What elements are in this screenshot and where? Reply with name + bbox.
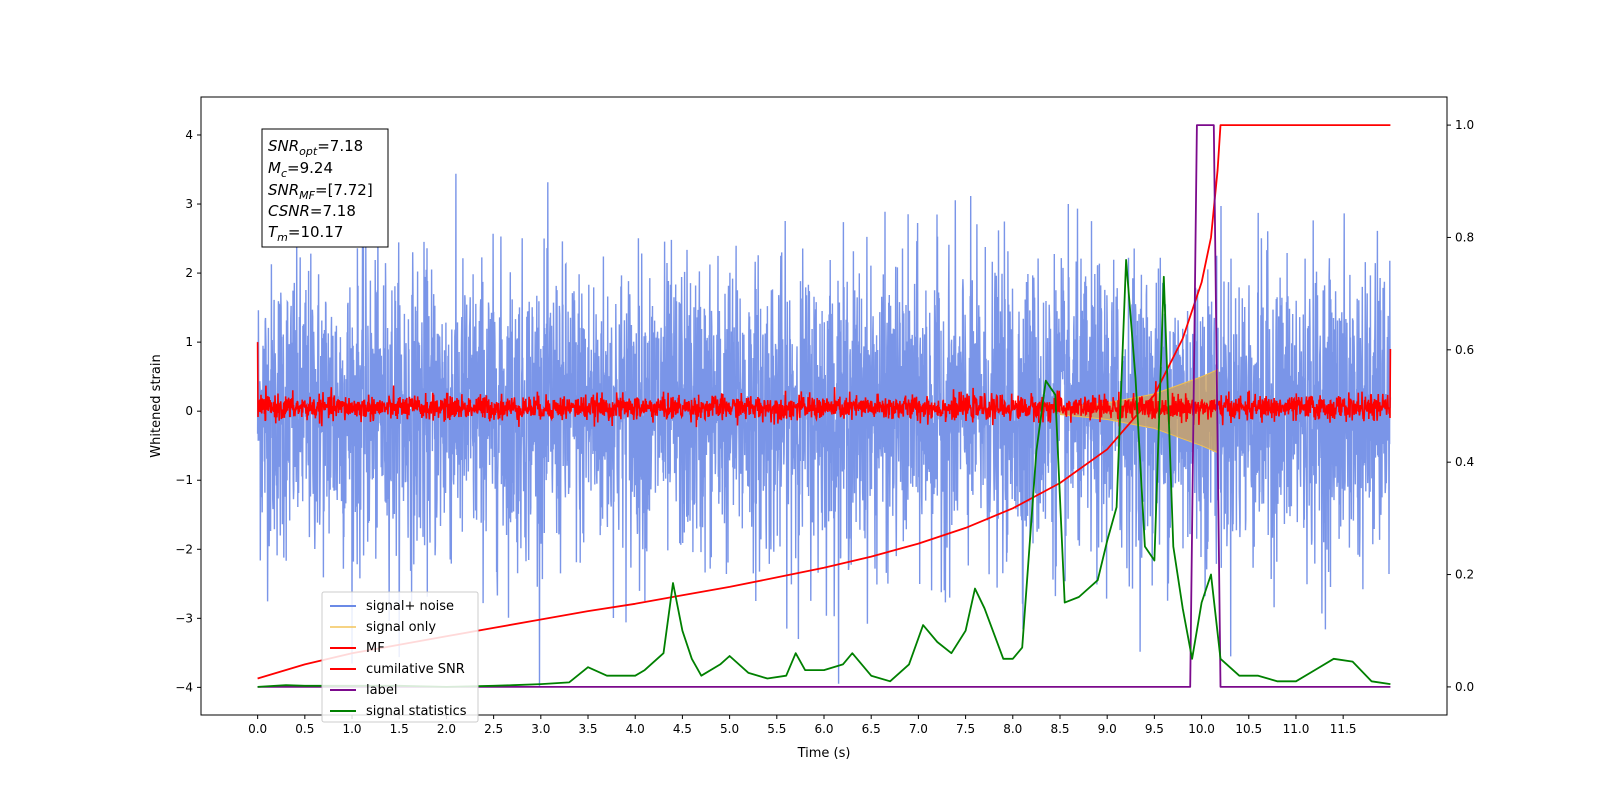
y-axis-right: 1.0 0.8 0.6 0.4 0.2 0.0 bbox=[1447, 118, 1474, 694]
y2-tick-label: 0.6 bbox=[1455, 343, 1474, 357]
x-tick-label: 10.0 bbox=[1188, 722, 1215, 736]
y-tick-label: −1 bbox=[175, 473, 193, 487]
x-tick-label: 10.5 bbox=[1235, 722, 1262, 736]
x-tick-label: 5.0 bbox=[720, 722, 739, 736]
annotation-mc: Mc=9.24 bbox=[268, 159, 333, 180]
x-tick-label: 0.5 bbox=[295, 722, 314, 736]
y2-tick-label: 1.0 bbox=[1455, 118, 1474, 132]
x-axis-label: Time (s) bbox=[797, 746, 851, 761]
annotation-snr-mf: SNRMF=[7.72] bbox=[268, 181, 373, 202]
chart-figure: 0.0 0.5 1.0 1.5 2.0 2.5 3.0 3.5 4.0 4.5 5.0 5.5 6.0 6… bbox=[0, 0, 1600, 800]
annotation-box: SNRopt=7.18 Mc=9.24 SNRMF=[7.72] CSNR=7.… bbox=[262, 129, 388, 247]
legend-entry: MF bbox=[366, 641, 385, 656]
y-tick-label: −4 bbox=[175, 680, 193, 694]
legend-entry: signal+ noise bbox=[366, 599, 454, 614]
x-tick-label: 11.0 bbox=[1283, 722, 1310, 736]
x-tick-label: 3.0 bbox=[531, 722, 550, 736]
x-tick-label: 0.0 bbox=[248, 722, 267, 736]
x-tick-label: 8.5 bbox=[1050, 722, 1069, 736]
y-tick-label: 2 bbox=[185, 266, 193, 280]
x-tick-label: 6.0 bbox=[814, 722, 833, 736]
x-tick-label: 7.5 bbox=[956, 722, 975, 736]
x-tick-label: 4.5 bbox=[673, 722, 692, 736]
annotation-csnr: CSNR=7.18 bbox=[268, 202, 356, 220]
y-tick-label: 1 bbox=[185, 335, 193, 349]
y-axis-left: 4 3 2 1 0 −1 −2 −3 −4 bbox=[175, 128, 201, 694]
x-tick-label: 7.0 bbox=[909, 722, 928, 736]
y-tick-label: 4 bbox=[185, 128, 193, 142]
y-tick-label: 3 bbox=[185, 197, 193, 211]
y-tick-label: −2 bbox=[175, 542, 193, 556]
y2-tick-label: 0.4 bbox=[1455, 455, 1474, 469]
y-tick-label: 0 bbox=[185, 404, 193, 418]
x-tick-label: 9.0 bbox=[1098, 722, 1117, 736]
x-tick-label: 11.5 bbox=[1330, 722, 1357, 736]
x-tick-label: 9.5 bbox=[1145, 722, 1164, 736]
y2-tick-label: 0.0 bbox=[1455, 680, 1474, 694]
x-tick-label: 8.0 bbox=[1003, 722, 1022, 736]
y-tick-label: −3 bbox=[175, 611, 193, 625]
legend-entry: cumilative SNR bbox=[366, 662, 465, 677]
x-tick-label: 2.0 bbox=[437, 722, 456, 736]
y2-tick-label: 0.2 bbox=[1455, 568, 1474, 582]
x-tick-label: 3.5 bbox=[578, 722, 597, 736]
x-tick-label: 5.5 bbox=[767, 722, 786, 736]
legend-entry: label bbox=[366, 683, 397, 698]
x-tick-label: 2.5 bbox=[484, 722, 503, 736]
x-tick-label: 1.5 bbox=[390, 722, 409, 736]
legend-entry: signal statistics bbox=[366, 704, 467, 719]
y2-tick-label: 0.8 bbox=[1455, 230, 1474, 244]
x-tick-label: 1.0 bbox=[342, 722, 361, 736]
x-tick-label: 4.0 bbox=[626, 722, 645, 736]
y-axis-label: Whitened strain bbox=[149, 354, 164, 457]
x-tick-label: 6.5 bbox=[862, 722, 881, 736]
legend: signal+ noise signal only MF cumilative SNR… bbox=[322, 592, 478, 722]
legend-entry: signal only bbox=[366, 620, 436, 635]
